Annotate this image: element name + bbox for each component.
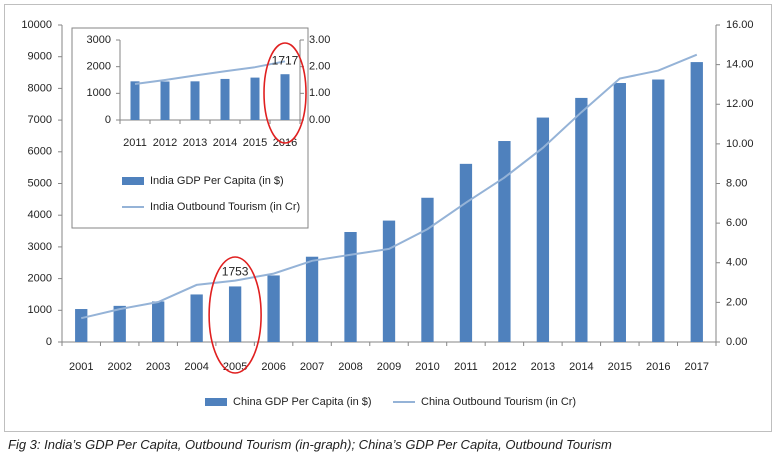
- main-right-tick-label: 8.00: [726, 177, 747, 189]
- inset-legend-bar-swatch: [122, 177, 144, 185]
- main-right-tick-label: 12.00: [726, 98, 754, 110]
- main-bar-2001: [75, 309, 88, 342]
- main-bar-2016: [652, 79, 665, 343]
- inset-data-label-2016: 1717: [272, 53, 299, 67]
- main-x-tick-label: 2015: [608, 361, 632, 373]
- inset-right-tick-label: 1.00: [309, 87, 330, 99]
- main-legend-line-label: China Outbound Tourism (in Cr): [421, 396, 576, 408]
- main-left-tick-label: 2000: [28, 273, 52, 285]
- inset-bar-2015: [250, 77, 260, 120]
- main-right-tick-label: 14.00: [726, 59, 754, 71]
- main-x-tick-label: 2016: [646, 361, 670, 373]
- combo-chart: 0 1000 2000 3000 4000 5000 6000 7000 8000 9000 100…: [21, 19, 754, 408]
- main-right-tick-label: 16.00: [726, 19, 754, 31]
- inset-bar-2014: [220, 78, 230, 120]
- inset-left-tick-label: 3000: [87, 34, 111, 46]
- main-bar-2015: [613, 83, 626, 343]
- main-right-tick-label: 0.00: [726, 336, 747, 348]
- inset-x-tick-label: 2013: [183, 137, 207, 149]
- main-x-tick-label: 2011: [454, 361, 478, 373]
- main-right-tick-label: 6.00: [726, 217, 747, 229]
- main-bar-2014: [575, 97, 588, 342]
- main-right-tick-label: 4.00: [726, 257, 747, 269]
- main-bar-2017: [690, 62, 703, 343]
- inset-legend-line-label: India Outbound Tourism (in Cr): [150, 201, 300, 213]
- main-x-tick-label: 2009: [377, 361, 401, 373]
- inset-x-tick-label: 2012: [153, 137, 177, 149]
- main-bar-2005: [228, 286, 242, 342]
- main-x-tick-label: 2007: [300, 361, 324, 373]
- main-highlight-ellipse-2005: [208, 256, 262, 374]
- inset-left-tick-label: 1000: [87, 87, 111, 99]
- main-bar-2002: [113, 305, 126, 342]
- main-x-tick-label: 2014: [569, 361, 593, 373]
- main-x-tick-label: 2008: [338, 361, 362, 373]
- inset-x-tick-label: 2014: [213, 137, 237, 149]
- inset-legend-bar-label: India GDP Per Capita (in $): [150, 175, 284, 187]
- main-bar-2007: [305, 256, 319, 342]
- main-x-tick-label: 2012: [492, 361, 516, 373]
- main-bar-2006: [267, 275, 280, 342]
- main-bar-2010: [421, 197, 434, 342]
- inset-right-tick-label: 3.00: [309, 34, 330, 46]
- main-left-tick-label: 10000: [21, 19, 52, 31]
- inset-tourism-line: [134, 60, 286, 85]
- main-left-tick-label: 9000: [28, 51, 52, 63]
- inset-left-tick-label: 2000: [87, 61, 111, 73]
- main-legend-bar-swatch: [205, 398, 227, 406]
- main-bar-2012: [498, 141, 511, 342]
- main-bar-2008: [344, 232, 357, 342]
- main-left-tick-label: 3000: [28, 241, 52, 253]
- inset-right-tick-label: 2.00: [309, 61, 330, 73]
- main-x-tick-label: 2002: [107, 361, 131, 373]
- inset-bar-2012: [160, 81, 170, 120]
- inset-right-tick-label: 0.00: [309, 114, 330, 126]
- main-x-tick-label: 2010: [415, 361, 439, 373]
- main-x-tick-label: 2003: [146, 361, 170, 373]
- main-x-tick-label: 2005: [223, 361, 247, 373]
- figure-caption: Fig 3: India’s GDP Per Capita, Outbound …: [8, 437, 612, 452]
- main-x-tick-label: 2006: [261, 361, 285, 373]
- inset-left-tick-label: 0: [105, 114, 111, 126]
- main-left-tick-label: 7000: [28, 114, 52, 126]
- main-left-tick-label: 1000: [28, 304, 52, 316]
- main-left-tick-label: 4000: [28, 209, 52, 221]
- main-x-tick-label: 2017: [685, 361, 709, 373]
- main-bar-2004: [190, 294, 203, 342]
- main-left-tick-label: 5000: [28, 177, 52, 189]
- inset-highlight-ellipse-2016: [263, 42, 307, 144]
- main-right-tick-label: 10.00: [726, 138, 754, 150]
- main-bar-2003: [152, 301, 165, 342]
- main-right-tick-label: 2.00: [726, 296, 747, 308]
- main-left-tick-label: 6000: [28, 146, 52, 158]
- inset-bar-2011: [130, 81, 140, 120]
- main-bar-2011: [459, 163, 473, 342]
- main-x-tick-label: 2004: [184, 361, 208, 373]
- main-x-tick-label: 2001: [69, 361, 93, 373]
- main-tourism-line: [80, 53, 698, 320]
- main-left-tick-label: 0: [46, 336, 52, 348]
- inset-bar-2013: [190, 81, 200, 120]
- inset-bar-2016: [280, 74, 290, 120]
- main-bar-2009: [382, 220, 396, 342]
- main-left-tick-label: 8000: [28, 82, 52, 94]
- main-data-label-2005: 1753: [222, 265, 249, 279]
- inset-x-tick-label: 2011: [123, 137, 147, 149]
- chart-frame: [4, 4, 772, 432]
- inset-x-tick-label: 2015: [243, 137, 267, 149]
- main-bar-2013: [536, 117, 550, 343]
- main-legend-bar-label: China GDP Per Capita (in $): [233, 396, 372, 408]
- main-x-tick-label: 2013: [531, 361, 555, 373]
